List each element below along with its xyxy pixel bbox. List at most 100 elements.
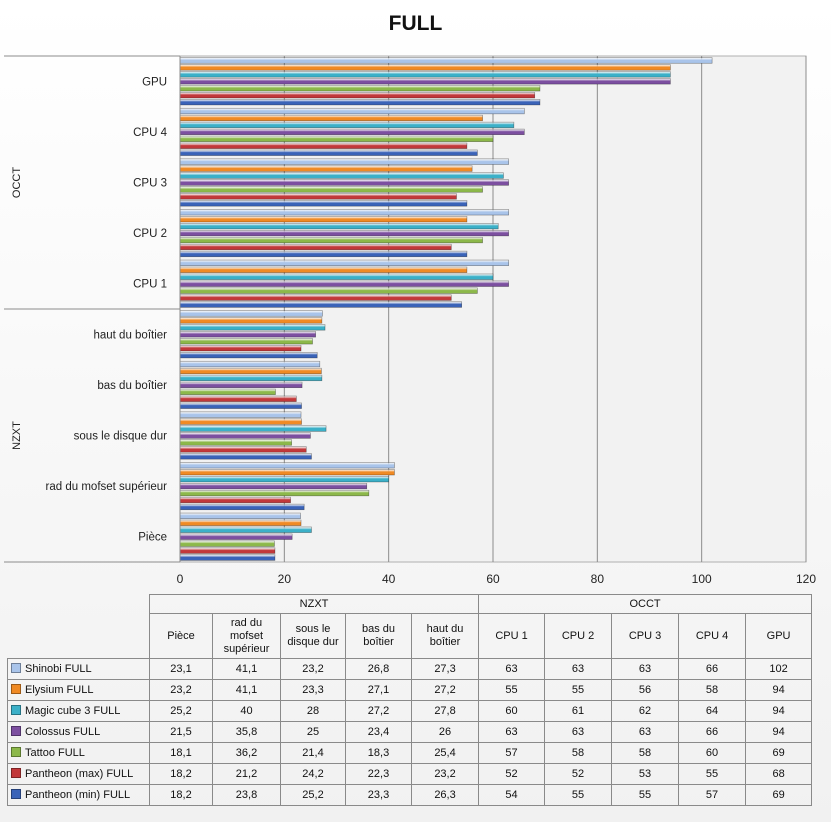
- table-cell: 40: [212, 700, 281, 722]
- table-cell: 18,2: [149, 784, 213, 806]
- table-cell: 69: [745, 784, 813, 806]
- table-cell: 23,3: [280, 679, 346, 701]
- table-group-header: NZXT: [148, 594, 480, 614]
- bar: [179, 273, 494, 280]
- table-cell: 27,2: [410, 679, 480, 701]
- table-cell: 55: [678, 763, 747, 785]
- bar: [179, 526, 312, 533]
- bar: [179, 317, 323, 324]
- bar: [179, 280, 509, 287]
- bar: [179, 186, 483, 193]
- bar: [179, 547, 276, 554]
- table-cell: 25,2: [149, 700, 213, 722]
- bar: [179, 462, 395, 469]
- bar: [179, 338, 313, 345]
- bar: [179, 432, 311, 439]
- table-cell: 102: [745, 658, 813, 680]
- bar: [179, 128, 525, 136]
- legend-series-name: Shinobi FULL: [7, 658, 150, 680]
- table-cell: 27,8: [410, 700, 480, 722]
- category-label: rad du mofset supérieur: [46, 481, 168, 493]
- bar: [179, 310, 323, 317]
- table-column-header: sous le disque dur: [280, 613, 346, 659]
- table-cell: 24,2: [280, 763, 346, 785]
- x-tick-label: 120: [796, 572, 816, 586]
- bar: [179, 402, 302, 409]
- x-tick-label: 80: [591, 572, 605, 586]
- bar: [179, 345, 302, 352]
- bar: [179, 533, 293, 540]
- table-cell: 23,8: [212, 784, 281, 806]
- bar: [179, 411, 302, 418]
- category-label: CPU 3: [133, 178, 167, 190]
- table-cell: 66: [678, 721, 747, 743]
- table-cell: 18,1: [149, 742, 213, 764]
- table-group-header: OCCT: [478, 594, 813, 614]
- category-label: haut du boîtier: [93, 329, 167, 341]
- table-cell: 23,4: [345, 721, 412, 743]
- legend-series-name: Elysium FULL: [7, 679, 150, 701]
- bar: [179, 381, 303, 389]
- table-row: Pantheon (max) FULL 18,2 21,2 24,2 22,3 23,2 5…: [7, 763, 813, 785]
- table-cell: 55: [544, 784, 613, 806]
- bar: [179, 540, 275, 547]
- bar: [179, 360, 321, 368]
- table-cell: 61: [544, 700, 613, 722]
- table-cell: 63: [478, 658, 546, 680]
- bar: [179, 331, 316, 338]
- table-cell: 18,2: [149, 763, 213, 785]
- legend-series-name: Magic cube 3 FULL: [7, 700, 150, 722]
- bar: [179, 223, 499, 230]
- table-cell: 23,1: [149, 658, 213, 680]
- data-table: NZXT OCCT Pièce rad du mofset supérieur sous…: [7, 594, 813, 806]
- category-label: Pièce: [138, 532, 167, 544]
- category-label: bas du boîtier: [97, 380, 167, 392]
- legend-swatch: [11, 704, 21, 715]
- bar: [179, 114, 483, 122]
- bar: [179, 259, 509, 266]
- legend-series-name: Pantheon (max) FULL: [7, 763, 150, 785]
- table-row: Colossus FULL 21,5 35,8 25 23,4 26 63 63 63 66 94: [7, 721, 813, 743]
- bar: [179, 496, 291, 504]
- bar: [179, 92, 536, 99]
- table-cell: 36,2: [212, 742, 281, 764]
- table-cell: 28: [280, 700, 346, 722]
- bar: [179, 209, 509, 216]
- table-corner: [8, 614, 150, 659]
- bar: [179, 179, 509, 186]
- table-cell: 23,2: [149, 679, 213, 701]
- table-cell: 58: [611, 742, 680, 764]
- bar: [179, 446, 307, 453]
- bar: [179, 374, 323, 382]
- legend-swatch: [11, 725, 21, 736]
- table-cell: 58: [678, 679, 747, 701]
- table-cell: 58: [544, 742, 613, 764]
- table-cell: 26,8: [345, 658, 412, 680]
- table-cell: 57: [478, 742, 546, 764]
- bar: [179, 230, 509, 237]
- bar: [179, 554, 276, 561]
- table-cell: 26: [410, 721, 480, 743]
- group-label: OCCT: [11, 167, 23, 198]
- table-cell: 60: [678, 742, 747, 764]
- legend-swatch: [11, 746, 21, 757]
- table-cell: 57: [678, 784, 747, 806]
- table-cell: 55: [611, 784, 680, 806]
- table-cell: 52: [478, 763, 546, 785]
- table-row: Shinobi FULL 23,1 41,1 23,2 26,8 27,3 63 63 63 66…: [7, 658, 813, 680]
- table-cell: 21,5: [149, 721, 213, 743]
- bar: [179, 99, 541, 106]
- table-cell: 56: [611, 679, 680, 701]
- bar: [179, 418, 302, 425]
- bar: [179, 489, 370, 497]
- table-row: Tattoo FULL 18,1 36,2 21,4 18,3 25,4 57 58 58 60 6…: [7, 742, 813, 764]
- table-cell: 23,3: [345, 784, 412, 806]
- bar: [179, 57, 713, 64]
- legend-swatch: [11, 683, 21, 694]
- table-cell: 25,2: [280, 784, 346, 806]
- table-column-header: haut du boîtier: [410, 613, 480, 659]
- table-column-header: CPU 4: [678, 613, 747, 659]
- table-cell: 94: [745, 700, 813, 722]
- bar: [179, 453, 312, 460]
- bar: [179, 352, 318, 359]
